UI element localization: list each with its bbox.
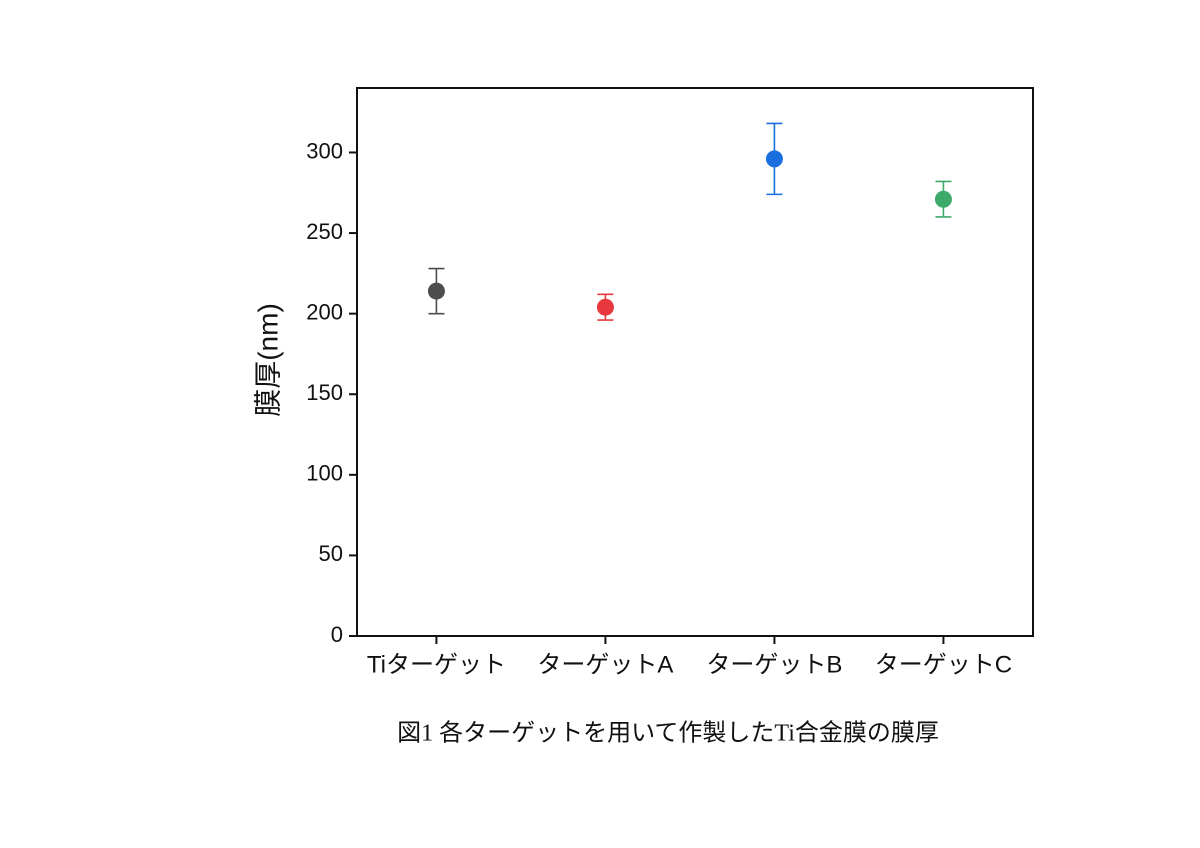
point (765, 150, 783, 168)
point (427, 282, 445, 300)
plot-frame (356, 87, 1034, 637)
y-axis-label: 膜厚(nm) (252, 303, 283, 417)
y-tick-label: 200 (306, 299, 343, 324)
y-tick-label: 100 (306, 461, 343, 486)
y-tick-label: 250 (306, 219, 343, 244)
caption: 図1 各ターゲットを用いて作製したTi合金膜の膜厚 (397, 720, 939, 747)
point (934, 190, 952, 208)
x-tick-label: Tiターゲット (367, 651, 506, 678)
x-tick-label: ターゲットA (537, 651, 673, 678)
x-tick-label: ターゲットC (875, 651, 1012, 678)
y-tick-label: 50 (319, 541, 343, 566)
point (596, 298, 614, 316)
y-tick-label: 150 (306, 380, 343, 405)
x-tick-label: ターゲットB (706, 651, 842, 678)
y-tick-label: 0 (331, 622, 343, 647)
y-tick-label: 300 (306, 138, 343, 163)
